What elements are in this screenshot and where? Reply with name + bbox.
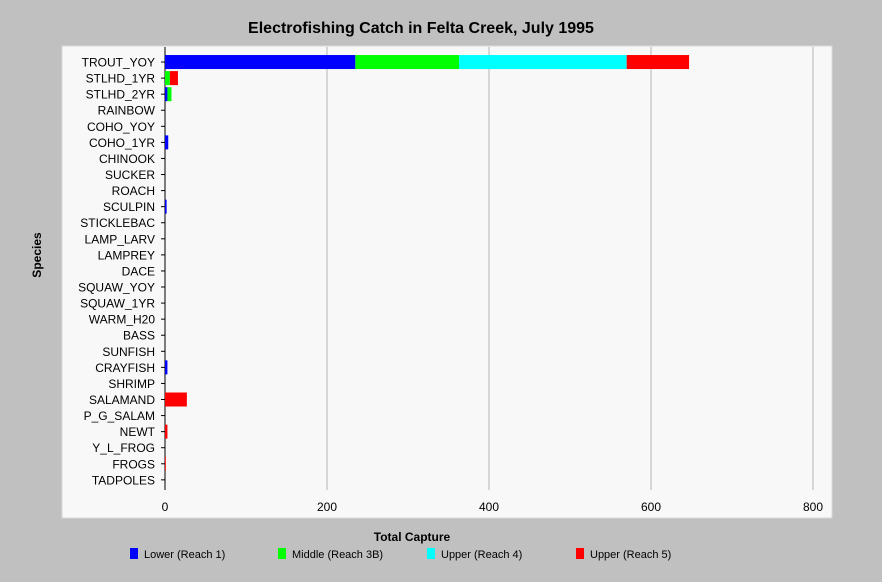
category-label: COHO_1YR (89, 136, 155, 150)
legend-swatch (278, 548, 286, 559)
legend-label: Middle (Reach 3B) (292, 549, 383, 561)
category-label: WARM_H20 (89, 313, 156, 327)
bar-segment (165, 87, 168, 102)
bar-segment (165, 55, 356, 70)
category-label: ROACH (112, 184, 155, 198)
legend-swatch (576, 548, 584, 559)
category-label: DACE (122, 264, 155, 278)
legend-swatch (427, 548, 435, 559)
category-label: P_G_SALAM (84, 409, 155, 423)
y-axis-title: Species (30, 232, 44, 278)
bars (165, 55, 690, 471)
category-label: LAMP_LARV (85, 232, 155, 246)
x-tick-label: 200 (317, 500, 337, 514)
x-tick-label: 0 (162, 500, 169, 514)
category-label: STLHD_1YR (86, 72, 156, 86)
bar-segment (459, 55, 627, 70)
x-tick-label: 800 (803, 500, 823, 514)
category-label: SQUAW_YOY (78, 281, 155, 295)
category-label: FROGS (112, 457, 155, 471)
category-label: SHRIMP (108, 377, 155, 391)
category-label: SUCKER (105, 168, 155, 182)
bar-segment (165, 424, 168, 439)
bar-segment (626, 55, 690, 70)
x-axis-title: Total Capture (374, 530, 451, 544)
x-tick-labels: 0 200 400 600 800 (162, 500, 824, 514)
bar-segment (165, 456, 166, 471)
category-label: TADPOLES (92, 473, 155, 487)
category-label: STICKLEBAC (80, 216, 155, 230)
category-label: COHO_YOY (87, 120, 155, 134)
bar-segment (169, 71, 178, 86)
category-label: RAINBOW (98, 104, 156, 118)
gridlines (161, 47, 814, 490)
category-label: LAMPREY (98, 248, 155, 262)
legend-label: Upper (Reach 4) (441, 549, 522, 561)
plot-area (61, 45, 833, 519)
legend-label: Lower (Reach 1) (144, 549, 225, 561)
category-labels: TROUT_YOY STLHD_1YR STLHD_2YR RAINBOW COHO_Y… (78, 56, 156, 488)
x-tick-label: 400 (479, 500, 499, 514)
category-label: STLHD_2YR (86, 88, 156, 102)
category-label: SQUAW_1YR (80, 297, 155, 311)
category-label: SALAMAND (89, 393, 155, 407)
chart-title: Electrofishing Catch in Felta Creek, Jul… (248, 20, 594, 37)
category-label: Y_L_FROG (92, 441, 155, 455)
bar-segment (167, 87, 172, 102)
x-tick-label: 600 (641, 500, 661, 514)
legend-swatch (130, 548, 138, 559)
legend: Lower (Reach 1) Middle (Reach 3B) Upper (R… (130, 548, 671, 561)
bar-segment (165, 199, 167, 214)
category-label: SUNFISH (102, 345, 155, 359)
category-label: TROUT_YOY (82, 56, 155, 70)
bar-segment (165, 71, 170, 86)
legend-label: Upper (Reach 5) (590, 549, 671, 561)
bar-segment (165, 135, 169, 150)
bar-segment (355, 55, 460, 70)
category-label: NEWT (120, 425, 156, 439)
category-label: SCULPIN (103, 200, 155, 214)
bar-segment (165, 392, 187, 407)
category-label: CHINOOK (99, 152, 155, 166)
bar-segment (165, 360, 168, 375)
category-label: CRAYFISH (95, 361, 155, 375)
category-label: BASS (123, 329, 155, 343)
